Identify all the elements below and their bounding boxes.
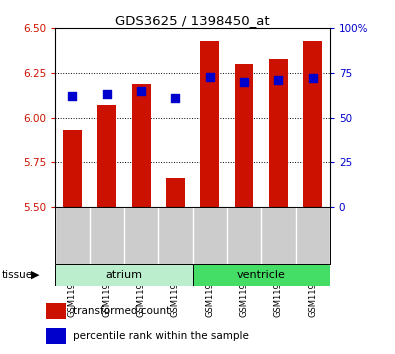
Bar (132, 84, 150, 207)
Point (310, 75, 316, 81)
Bar (55, 264, 193, 286)
Point (207, 74, 213, 79)
Title: GDS3625 / 1398450_at: GDS3625 / 1398450_at (115, 14, 270, 27)
Bar (63, 130, 82, 207)
Bar (166, 178, 185, 207)
Bar (200, 41, 219, 207)
Text: ▶: ▶ (31, 270, 40, 280)
Bar (235, 64, 254, 207)
Point (69, 93, 75, 99)
Point (103, 92, 110, 97)
Text: percentile rank within the sample: percentile rank within the sample (73, 331, 248, 341)
Text: transformed count: transformed count (73, 306, 170, 316)
Point (138, 88, 144, 94)
Bar (193, 264, 330, 286)
Point (241, 79, 247, 85)
Text: tissue: tissue (2, 270, 33, 280)
Bar (303, 41, 322, 207)
Point (172, 95, 179, 101)
Text: atrium: atrium (105, 270, 143, 280)
Bar (47, 328, 66, 344)
Bar (97, 105, 116, 207)
Text: ventricle: ventricle (237, 270, 286, 280)
Bar (269, 59, 288, 207)
Point (275, 77, 282, 83)
Bar (47, 303, 66, 319)
